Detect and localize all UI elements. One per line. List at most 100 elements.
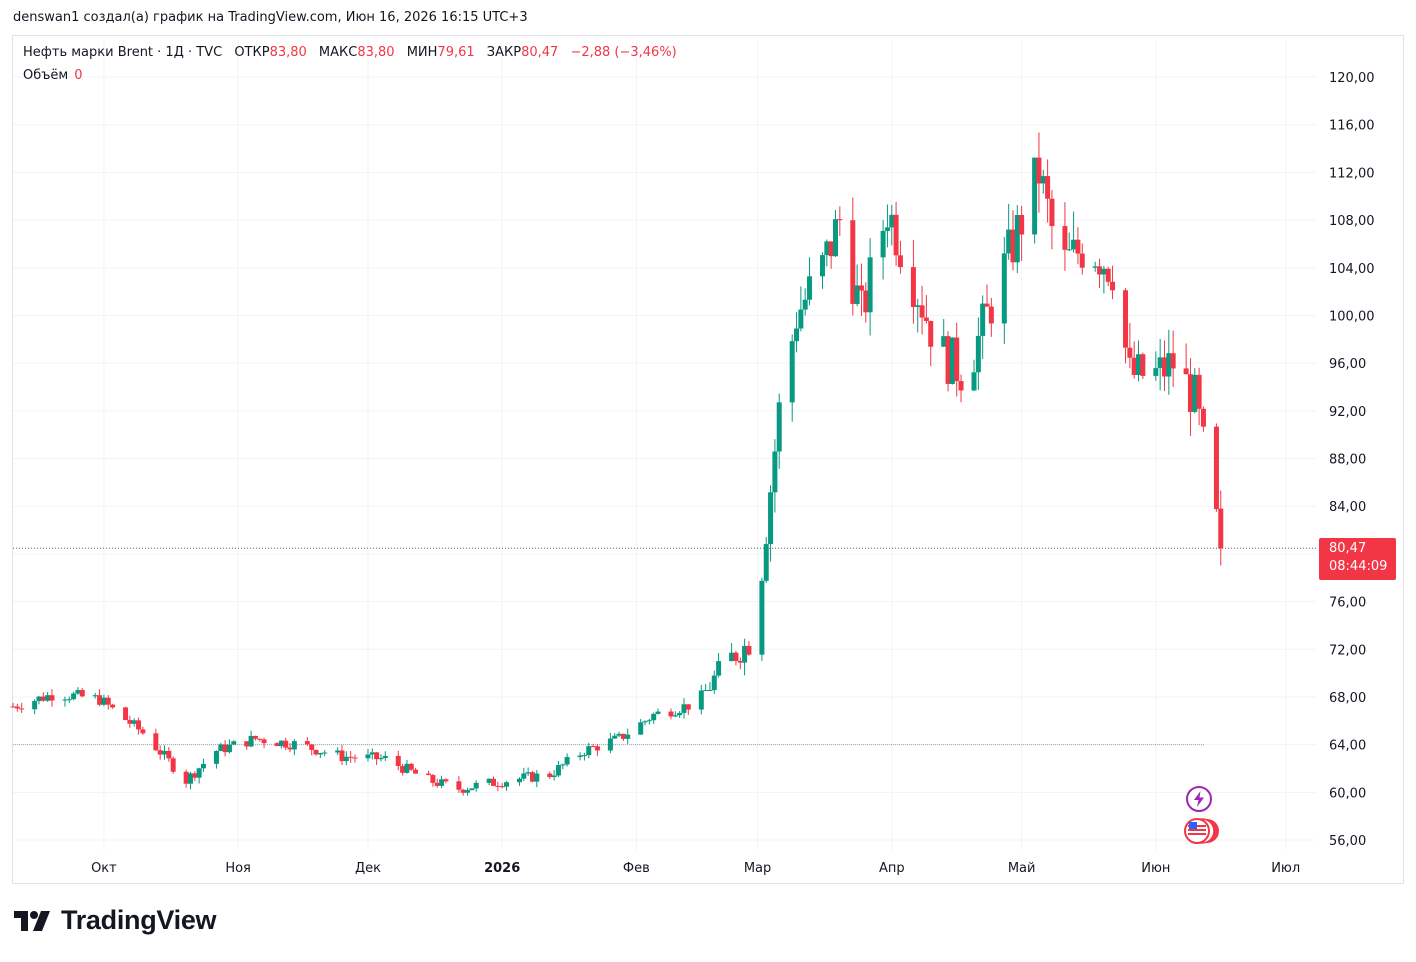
candle-body: [166, 750, 172, 759]
candle-body: [62, 699, 68, 701]
candle-body: [945, 336, 951, 384]
candle-body: [763, 544, 769, 581]
chart-attribution: denswan1 создал(а) график на TradingView…: [13, 10, 528, 25]
price-axis-label: 60,00: [1329, 786, 1366, 801]
change-value: −2,88 (−3,46%): [570, 45, 677, 60]
candle-body: [1071, 239, 1077, 250]
candle-body: [1014, 215, 1020, 263]
candle-body: [867, 257, 873, 313]
candle-body: [183, 771, 189, 784]
price-axis-label: 64,00: [1329, 739, 1366, 754]
price-axis-label: 68,00: [1329, 691, 1366, 706]
candle-body: [187, 773, 193, 784]
candle-body: [66, 699, 72, 701]
candle-body: [1187, 374, 1193, 412]
candle-body: [1032, 157, 1038, 235]
price-axis-label: 112,00: [1329, 166, 1375, 181]
price-axis-label: 108,00: [1329, 214, 1375, 229]
candle-body: [287, 747, 293, 750]
candle-body: [1200, 408, 1206, 427]
candle-body: [802, 299, 808, 310]
candle-body: [742, 645, 748, 663]
candle-body: [491, 778, 497, 786]
candle-body: [369, 752, 375, 755]
low-label: МИН: [406, 45, 438, 60]
high-value: 83,80: [357, 45, 395, 60]
candle-body: [807, 276, 813, 300]
price-axis-label: 104,00: [1329, 262, 1375, 277]
candle-body: [274, 743, 280, 747]
candle-body: [746, 645, 752, 655]
candle-body: [434, 782, 440, 786]
volume-value: 0: [74, 68, 83, 83]
time-axis-label: Апр: [879, 861, 905, 876]
candle-body: [131, 720, 137, 724]
candle-body: [469, 788, 475, 791]
candle-body: [1040, 176, 1046, 184]
candle-body: [313, 749, 319, 755]
candle-body: [1001, 253, 1007, 324]
candle-body: [36, 696, 42, 702]
candle-body: [737, 660, 743, 663]
candle-body: [231, 741, 237, 745]
axes: 56,0060,0064,0068,0072,0076,0080,0084,00…: [91, 71, 1374, 876]
candle-body: [196, 768, 202, 778]
candle-body: [729, 652, 735, 662]
candle-body: [889, 214, 895, 228]
candle-body: [1036, 157, 1042, 184]
lightning-event-icon[interactable]: [1185, 785, 1213, 813]
candle-body: [14, 706, 20, 709]
candle-body: [1140, 354, 1146, 376]
candle-body: [19, 708, 25, 710]
candle-body: [1170, 353, 1176, 369]
candle-body: [776, 402, 782, 452]
price-axis-label: 92,00: [1329, 405, 1366, 420]
symbol-name[interactable]: Нефть марки Brent · 1Д · TVC: [23, 45, 223, 60]
close-label: ЗАКР: [486, 45, 522, 60]
price-axis-label: 96,00: [1329, 357, 1366, 372]
candle-body: [378, 758, 384, 760]
candle-body: [646, 720, 652, 722]
candle-body: [837, 219, 843, 221]
price-axis-label: 116,00: [1329, 119, 1375, 134]
candle-body: [703, 690, 709, 692]
candle-body: [352, 757, 358, 759]
candle-body: [971, 372, 977, 391]
chart-frame[interactable]: [12, 35, 1404, 884]
candle-body: [49, 695, 55, 701]
candle-body: [1066, 249, 1072, 251]
candle-body: [404, 763, 410, 773]
volume-label[interactable]: Объём: [23, 68, 69, 83]
candle-body: [1183, 368, 1189, 375]
candle-body: [45, 695, 51, 701]
candle-body: [915, 305, 921, 307]
candle-body: [772, 451, 778, 493]
candle-body: [473, 782, 479, 789]
candle-body: [880, 230, 886, 258]
candle-body: [1153, 368, 1159, 376]
time-axis-label: Дек: [355, 861, 381, 876]
candle-body: [486, 778, 492, 783]
us-flag-event-icon[interactable]: [1183, 815, 1221, 847]
time-axis-label: Фев: [623, 861, 650, 876]
candle-body: [110, 704, 116, 708]
candle-body: [97, 695, 103, 705]
candle-body: [222, 744, 228, 753]
candle-body: [711, 675, 717, 691]
candle-body: [655, 711, 661, 714]
candle-body: [949, 337, 955, 384]
candle-body: [136, 720, 142, 730]
candle-body: [534, 773, 540, 782]
tradingview-logo[interactable]: TradingView: [14, 905, 217, 936]
candle-body: [620, 733, 626, 739]
candle-body: [789, 341, 795, 403]
candle-body: [40, 696, 46, 701]
candle-body: [252, 735, 258, 739]
candle-body: [226, 744, 232, 753]
candle-body: [348, 756, 354, 758]
close-value: 80,47: [521, 45, 559, 60]
candle-body: [105, 697, 111, 705]
candle-body: [884, 227, 890, 231]
reference-line: [13, 547, 1318, 746]
